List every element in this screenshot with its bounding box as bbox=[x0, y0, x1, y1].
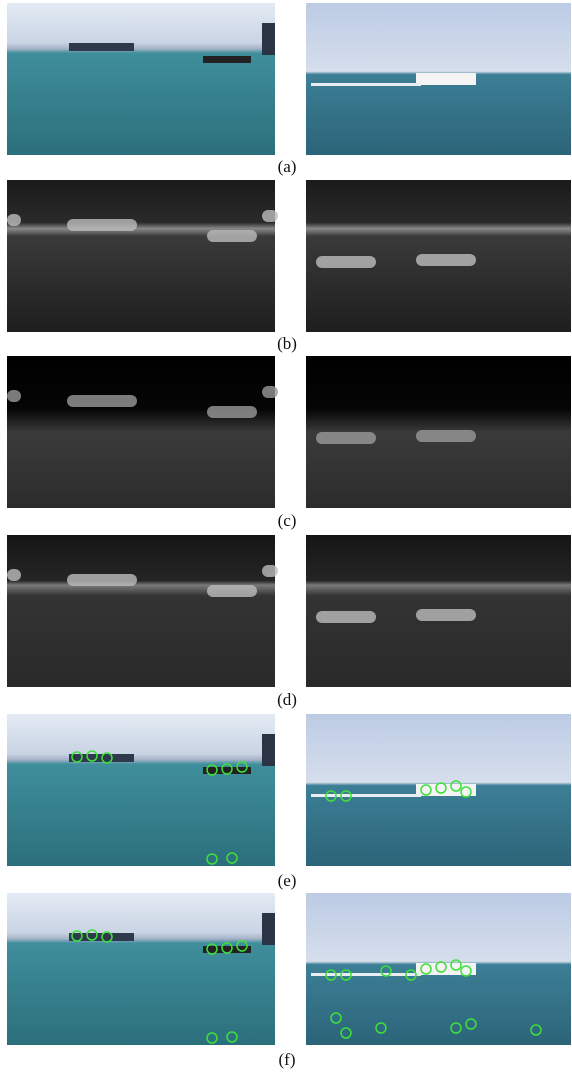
highlight bbox=[416, 609, 476, 621]
highlight bbox=[207, 585, 257, 597]
highlight bbox=[67, 574, 137, 586]
keypoint bbox=[375, 1022, 387, 1034]
highlight bbox=[416, 430, 476, 442]
keypoint bbox=[450, 1022, 462, 1034]
highlight bbox=[262, 565, 278, 577]
image-panel bbox=[7, 180, 275, 332]
highlight bbox=[316, 256, 376, 268]
keypoint bbox=[530, 1024, 542, 1036]
ship bbox=[262, 913, 275, 945]
keypoint bbox=[86, 750, 98, 762]
keypoint bbox=[221, 763, 233, 775]
keypoint bbox=[340, 969, 352, 981]
keypoint bbox=[236, 761, 248, 773]
keypoint bbox=[226, 1031, 238, 1043]
keypoint bbox=[71, 751, 83, 763]
highlight bbox=[416, 254, 476, 266]
keypoint bbox=[236, 940, 248, 952]
highlight bbox=[207, 230, 257, 242]
highlight bbox=[67, 395, 137, 407]
ship bbox=[203, 946, 251, 953]
ship bbox=[203, 56, 251, 63]
keypoint bbox=[435, 782, 447, 794]
panel-label: (a) bbox=[278, 157, 297, 176]
keypoint bbox=[420, 784, 432, 796]
keypoint bbox=[206, 764, 218, 776]
image-panel bbox=[7, 356, 275, 508]
keypoint bbox=[380, 965, 392, 977]
highlight bbox=[316, 432, 376, 444]
highlight bbox=[262, 210, 278, 222]
keypoint bbox=[435, 961, 447, 973]
keypoint bbox=[405, 969, 417, 981]
image-panel bbox=[7, 714, 275, 866]
highlight bbox=[7, 390, 21, 402]
keypoint bbox=[460, 786, 472, 798]
highlight bbox=[7, 214, 21, 226]
keypoint bbox=[465, 1018, 477, 1030]
panel-label: (e) bbox=[278, 871, 297, 890]
ship bbox=[262, 734, 275, 766]
keypoint bbox=[420, 963, 432, 975]
keypoint bbox=[86, 929, 98, 941]
panel-label: (c) bbox=[278, 511, 297, 530]
keypoint bbox=[450, 959, 462, 971]
ship bbox=[69, 43, 134, 51]
highlight bbox=[207, 406, 257, 418]
keypoint bbox=[340, 1027, 352, 1039]
keypoint bbox=[450, 780, 462, 792]
keypoint bbox=[340, 790, 352, 802]
keypoint bbox=[325, 790, 337, 802]
wake bbox=[311, 83, 421, 86]
wake bbox=[311, 794, 421, 797]
highlight bbox=[67, 219, 137, 231]
wake bbox=[311, 973, 421, 976]
keypoint bbox=[206, 853, 218, 865]
image-panel bbox=[7, 3, 275, 155]
keypoint bbox=[101, 752, 113, 764]
keypoint bbox=[71, 930, 83, 942]
highlight bbox=[7, 569, 21, 581]
highlight bbox=[262, 386, 278, 398]
keypoint bbox=[206, 1032, 218, 1044]
keypoint bbox=[206, 943, 218, 955]
panel-label: (b) bbox=[277, 334, 297, 353]
keypoint bbox=[330, 1012, 342, 1024]
image-panel bbox=[7, 893, 275, 1045]
keypoint bbox=[325, 969, 337, 981]
panel-label: (d) bbox=[277, 690, 297, 709]
keypoint bbox=[226, 852, 238, 864]
ship bbox=[203, 767, 251, 774]
keypoint bbox=[460, 965, 472, 977]
ship bbox=[262, 23, 275, 55]
highlight bbox=[316, 611, 376, 623]
panels bbox=[7, 3, 571, 1045]
ship bbox=[416, 73, 476, 85]
image-panel bbox=[7, 535, 275, 687]
panel-label: (f) bbox=[279, 1050, 296, 1069]
keypoint bbox=[101, 931, 113, 943]
keypoint bbox=[221, 942, 233, 954]
